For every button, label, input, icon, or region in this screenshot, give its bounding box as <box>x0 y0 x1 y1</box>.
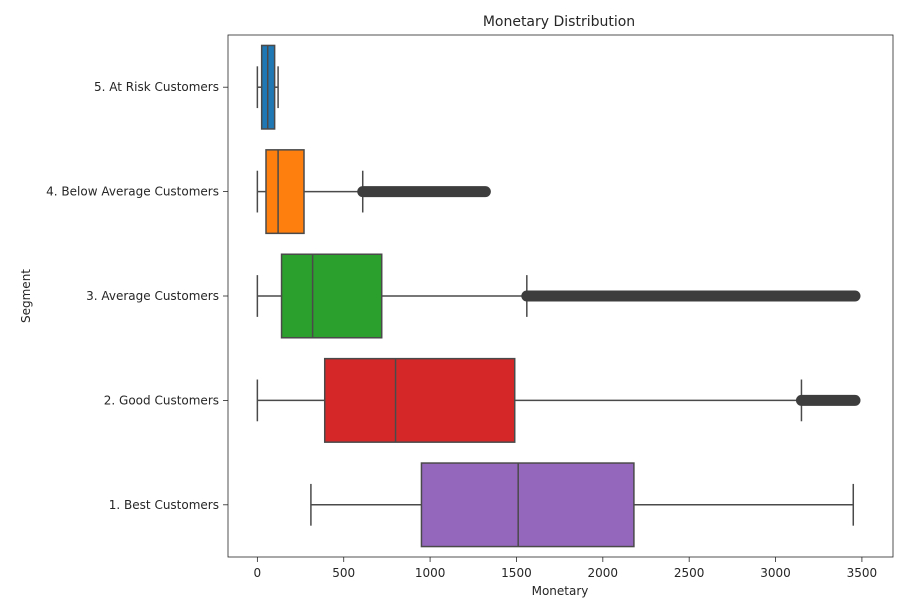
x-tick-label: 3500 <box>847 566 878 580</box>
box-layer <box>256 44 861 548</box>
x-tick-label: 3000 <box>760 566 791 580</box>
box-group <box>310 462 855 548</box>
x-tick-label: 2500 <box>674 566 705 580</box>
box-group <box>256 253 861 339</box>
iqr-box <box>323 357 516 443</box>
axis-layer: 0 500 1000 1500 2000 2500 3000 3500 5. At Risk C… <box>46 80 877 580</box>
box-group <box>256 149 491 235</box>
box-group <box>256 357 861 443</box>
iqr-box <box>420 462 635 548</box>
y-axis-label: Segment <box>19 269 33 323</box>
box-group <box>256 44 279 130</box>
x-axis-label: Monetary <box>532 584 589 598</box>
y-tick-label: 2. Good Customers <box>104 393 219 407</box>
chart-title: Monetary Distribution <box>483 14 635 30</box>
y-tick-label: 5. At Risk Customers <box>94 80 219 94</box>
x-tick-label: 0 <box>254 566 262 580</box>
y-tick-label: 4. Below Average Customers <box>46 185 219 199</box>
x-tick-label: 2000 <box>588 566 619 580</box>
iqr-box <box>280 253 383 339</box>
x-tick-label: 1000 <box>415 566 446 580</box>
y-tick-label: 1. Best Customers <box>109 498 219 512</box>
iqr-box <box>265 149 305 235</box>
x-tick-label: 1500 <box>501 566 532 580</box>
x-tick-label: 500 <box>332 566 355 580</box>
y-tick-label: 3. Average Customers <box>86 289 219 303</box>
